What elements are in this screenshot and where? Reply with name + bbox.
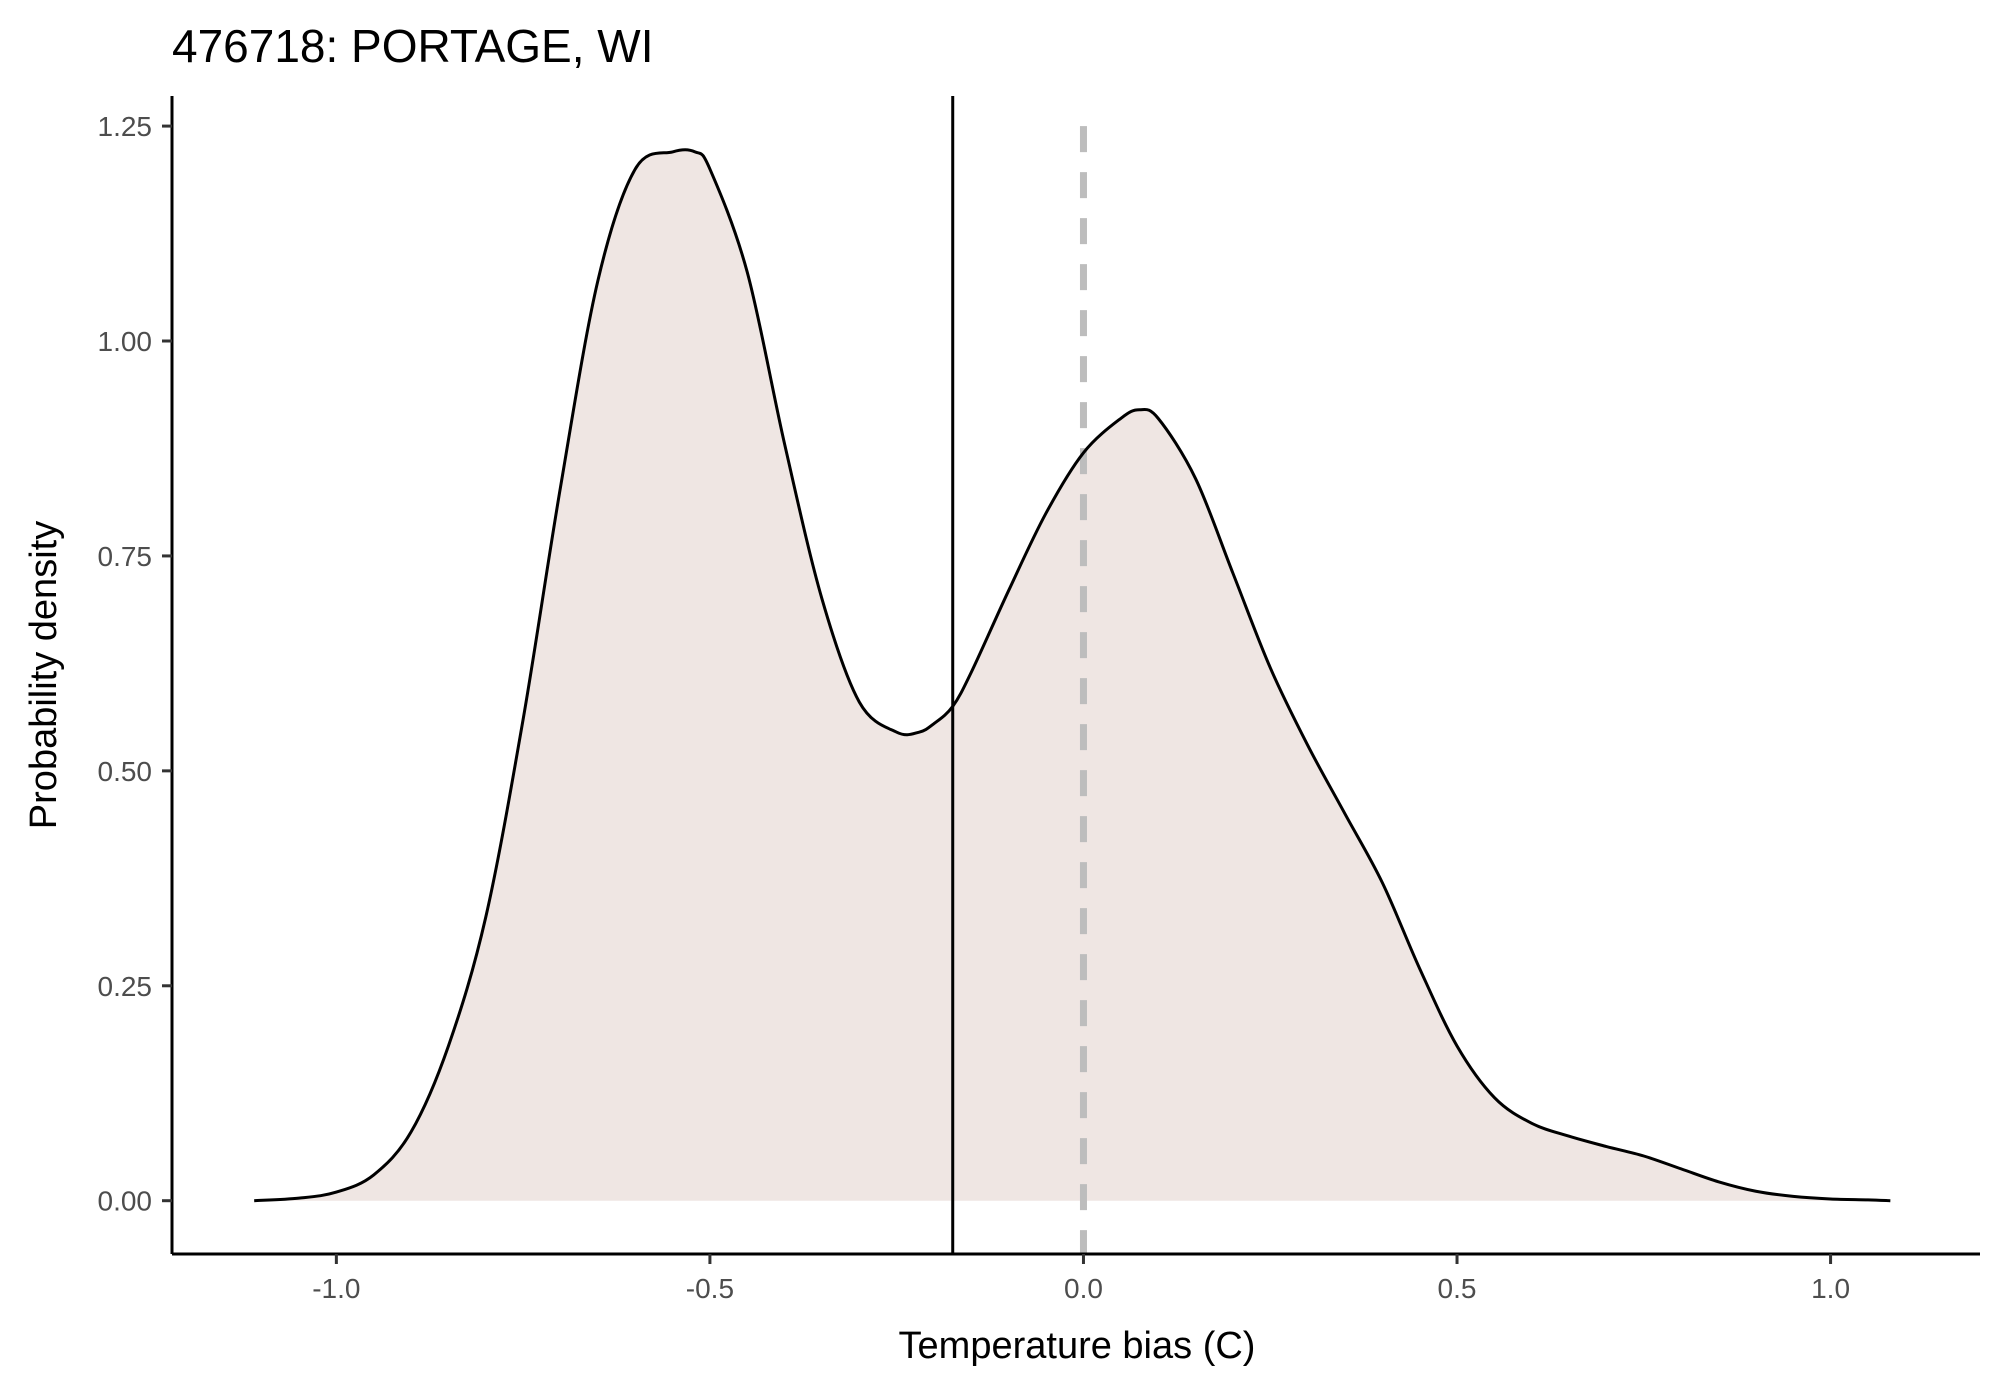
x-tick-label: 1.0: [1811, 1273, 1850, 1304]
y-tick-label: 0.00: [98, 1186, 153, 1217]
y-axis-title: Probability density: [23, 521, 65, 829]
chart-title: 476718: PORTAGE, WI: [172, 20, 654, 72]
x-axis-title: Temperature bias (C): [899, 1325, 1256, 1367]
x-axis: -1.0 -0.5 0.0 0.5 1.0: [172, 1252, 1980, 1304]
y-tick-label: 0.75: [98, 541, 153, 572]
y-tick-label: 1.00: [98, 326, 153, 357]
y-axis: 0.00 0.25 0.50 0.75 1.00 1.25: [98, 96, 174, 1254]
density-curve: [254, 148, 1891, 1203]
x-tick-label: 0.0: [1064, 1273, 1103, 1304]
x-tick-label: -0.5: [686, 1273, 734, 1304]
y-tick-label: 1.25: [98, 111, 153, 142]
plot-area: [254, 96, 1891, 1254]
density-fill-area: [254, 149, 1891, 1201]
y-tick-label: 0.50: [98, 756, 153, 787]
y-tick-label: 0.25: [98, 971, 153, 1002]
x-tick-label: 0.5: [1438, 1273, 1477, 1304]
x-tick-label: -1.0: [312, 1273, 360, 1304]
